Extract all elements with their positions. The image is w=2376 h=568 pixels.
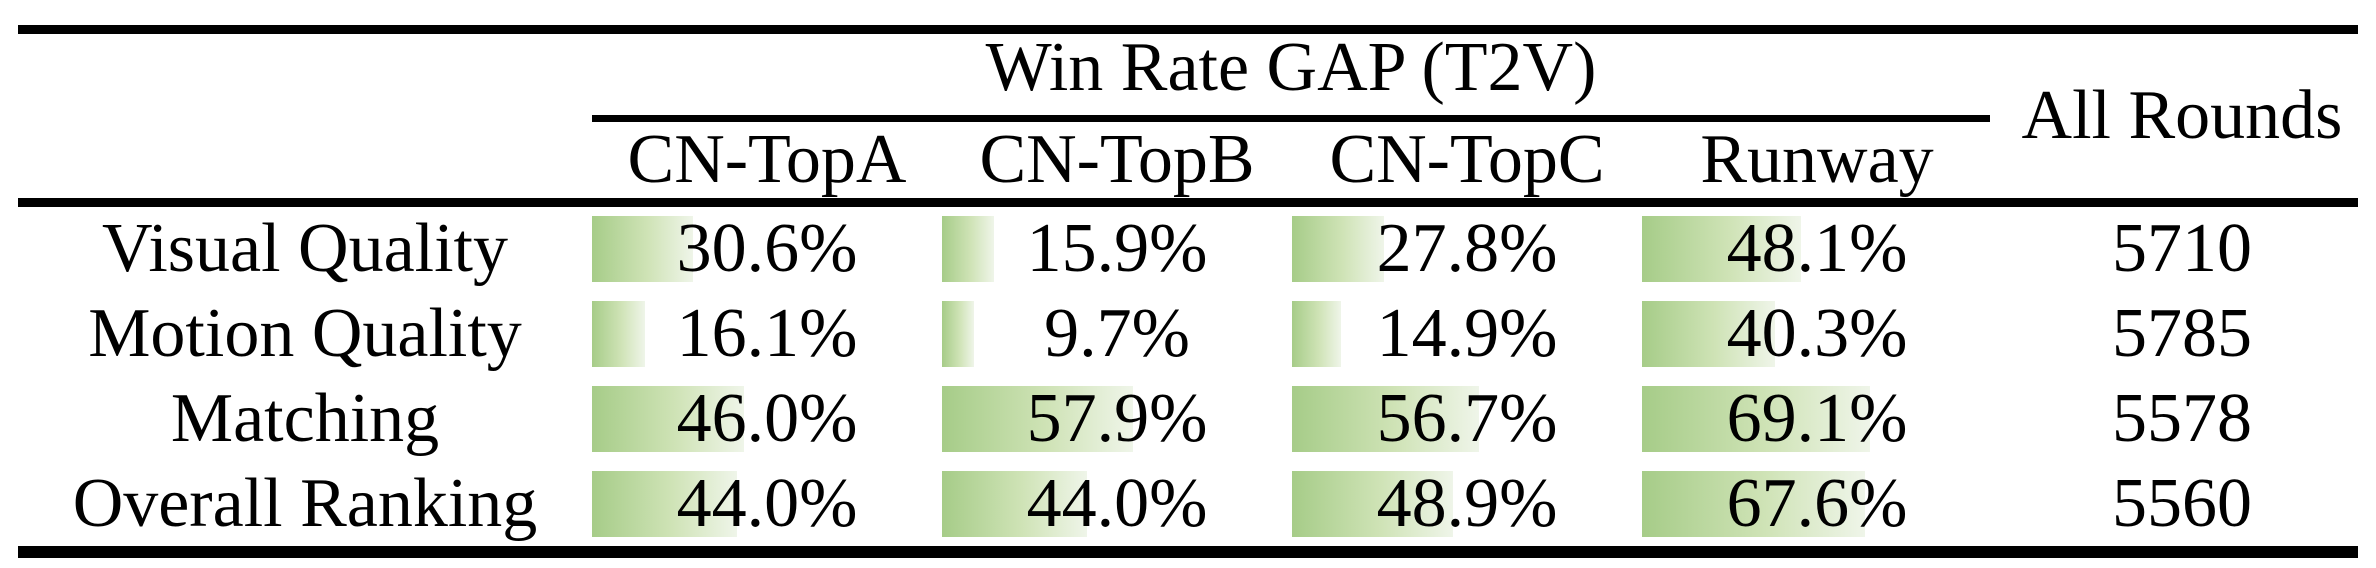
table-row: Matching 46.0% 57.9% 56.7% 69.1% 5578 [0, 377, 2376, 462]
bottom-rule [18, 546, 2358, 558]
column-header-cn-topa: CN-TopA [627, 121, 907, 198]
column-header-cn-topc: CN-TopC [1329, 121, 1605, 198]
header-separator-rule [18, 198, 2358, 207]
win-rate-bar [592, 216, 693, 283]
percent-value: 46.0% [676, 379, 858, 457]
percent-cell: 16.1% [592, 292, 942, 377]
percent-value: 69.1% [1726, 379, 1908, 457]
table-row: Overall Ranking 44.0% 44.0% 48.9% 67.6% … [0, 461, 2376, 546]
all-rounds-value: 5578 [2112, 379, 2252, 457]
percent-value: 67.6% [1726, 464, 1908, 542]
row-label: Visual Quality [101, 210, 509, 288]
percent-cell: 56.7% [1292, 377, 1642, 462]
win-rate-bar [1292, 470, 1454, 537]
percent-cell: 48.1% [1642, 207, 1992, 292]
percent-cell: 9.7% [942, 292, 1292, 377]
win-rate-bar [942, 470, 1088, 537]
all-rounds-column-header: All Rounds [2021, 77, 2343, 154]
percent-cell: 30.6% [592, 207, 942, 292]
percent-value: 40.3% [1726, 295, 1908, 373]
win-rate-bar [942, 216, 995, 283]
percent-value: 44.0% [1026, 464, 1208, 542]
percent-cell: 69.1% [1642, 377, 1992, 462]
percent-cell: 57.9% [942, 377, 1292, 462]
percent-value: 14.9% [1376, 295, 1558, 373]
percent-cell: 44.0% [942, 461, 1292, 546]
all-rounds-value: 5560 [2112, 464, 2252, 542]
percent-value: 27.8% [1376, 210, 1558, 288]
percent-cell: 40.3% [1642, 292, 1992, 377]
table-row: Motion Quality 16.1% 9.7% 14.9% 40.3% 57… [0, 292, 2376, 377]
percent-cell: 48.9% [1292, 461, 1642, 546]
percent-value: 9.7% [1044, 295, 1190, 373]
win-rate-bar [1642, 301, 1775, 368]
row-label: Overall Ranking [72, 464, 538, 542]
all-rounds-value: 5710 [2112, 210, 2252, 288]
win-rate-bar [1292, 385, 1480, 452]
group-header-underline [592, 115, 1990, 122]
column-header-runway: Runway [1700, 121, 1934, 198]
percent-cell: 46.0% [592, 377, 942, 462]
win-rate-bar [592, 470, 738, 537]
percent-value: 48.9% [1376, 464, 1558, 542]
table-row: Visual Quality 30.6% 15.9% 27.8% 48.1% 5… [0, 207, 2376, 292]
win-rate-bar [592, 385, 744, 452]
percent-value: 15.9% [1026, 210, 1208, 288]
win-rate-bar [942, 301, 974, 368]
percent-cell: 67.6% [1642, 461, 1992, 546]
percent-cell: 44.0% [592, 461, 942, 546]
win-rate-bar [1292, 301, 1342, 368]
percent-value: 56.7% [1376, 379, 1558, 457]
percent-value: 44.0% [676, 464, 858, 542]
percent-value: 30.6% [676, 210, 858, 288]
win-rate-bar [1642, 385, 1871, 452]
win-rate-bar [1292, 216, 1384, 283]
percent-value: 48.1% [1726, 210, 1908, 288]
win-rate-bar [942, 385, 1134, 452]
row-label: Motion Quality [88, 295, 522, 373]
win-rate-bar [592, 301, 646, 368]
column-header-cn-topb: CN-TopB [979, 121, 1255, 198]
percent-cell: 15.9% [942, 207, 1292, 292]
group-header-title: Win Rate GAP (T2V) [985, 29, 1597, 106]
win-rate-bar [1642, 470, 1866, 537]
percent-value: 57.9% [1026, 379, 1208, 457]
percent-value: 16.1% [676, 295, 858, 373]
win-rate-bar [1642, 216, 1801, 283]
top-rule [18, 25, 2358, 34]
percent-cell: 14.9% [1292, 292, 1642, 377]
row-label: Matching [170, 379, 440, 457]
percent-cell: 27.8% [1292, 207, 1642, 292]
all-rounds-value: 5785 [2112, 295, 2252, 373]
